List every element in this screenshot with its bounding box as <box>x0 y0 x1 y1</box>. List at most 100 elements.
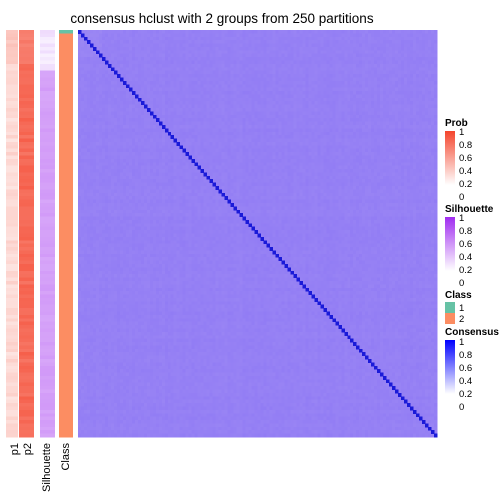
heatmap-cell <box>164 141 169 146</box>
heatmap-cell <box>218 97 222 102</box>
heatmap-cell <box>287 30 291 34</box>
heatmap-cell <box>362 80 366 85</box>
heatmap-cell <box>272 60 276 65</box>
heatmap-cell <box>287 74 291 78</box>
heatmap-cell <box>275 145 279 150</box>
heatmap-cell <box>425 87 429 92</box>
heatmap-cell <box>377 128 381 133</box>
heatmap-cell <box>413 94 417 99</box>
heatmap-cell <box>281 124 285 129</box>
heatmap-cell <box>335 91 339 95</box>
heatmap-cell <box>302 84 306 88</box>
heatmap-cell <box>413 87 417 92</box>
heatmap-cell <box>284 104 288 109</box>
heatmap-cell <box>353 91 357 95</box>
heatmap-cell <box>302 46 306 51</box>
heatmap-cell <box>356 97 360 102</box>
heatmap-cell <box>416 43 420 48</box>
heatmap-cell <box>155 152 160 156</box>
heatmap-cell <box>380 36 384 41</box>
silhouette-cell <box>40 420 55 424</box>
heatmap-cell <box>347 77 351 82</box>
silhouette-cell <box>40 392 55 397</box>
heatmap-cell <box>431 114 435 119</box>
heatmap-cell <box>344 104 348 109</box>
heatmap-cell <box>272 128 276 133</box>
heatmap-cell <box>401 84 405 88</box>
heatmap-cell <box>245 135 249 139</box>
heatmap-cell <box>398 148 402 153</box>
heatmap-cell <box>269 148 273 153</box>
heatmap-cell <box>149 155 154 160</box>
heatmap-cell <box>92 80 97 85</box>
silhouette-cell <box>40 311 55 316</box>
heatmap-cell <box>308 148 312 153</box>
heatmap-cell <box>215 40 219 44</box>
heatmap-cell <box>155 114 160 119</box>
heatmap-cell <box>164 33 169 38</box>
heatmap-cell <box>269 57 273 61</box>
heatmap-cell <box>365 148 369 153</box>
heatmap-cell <box>428 36 432 41</box>
heatmap-cell <box>434 138 438 143</box>
heatmap-cell <box>278 152 282 156</box>
heatmap-cell <box>356 50 360 55</box>
heatmap-cell <box>404 70 408 75</box>
heatmap-cell <box>335 63 339 68</box>
heatmap-cell <box>233 128 237 133</box>
heatmap-cell <box>332 70 336 75</box>
heatmap-cell <box>101 155 106 160</box>
silhouette-cell <box>40 386 55 390</box>
heatmap-cell <box>182 80 186 85</box>
heatmap-cell <box>152 40 157 44</box>
heatmap-cell <box>347 67 351 71</box>
heatmap-cell <box>191 97 195 102</box>
heatmap-cell <box>80 70 85 75</box>
heatmap-cell <box>398 111 402 116</box>
heatmap-cell <box>350 57 354 61</box>
heatmap-cell <box>377 87 381 92</box>
heatmap-cell <box>311 57 315 61</box>
silhouette-cell <box>40 382 55 387</box>
heatmap-cell <box>224 141 228 146</box>
heatmap-cell <box>290 124 294 129</box>
heatmap-cell <box>164 67 169 71</box>
heatmap-cell <box>392 70 396 75</box>
heatmap-cell <box>239 101 243 105</box>
p2-cell <box>19 67 34 71</box>
heatmap-cell <box>338 53 342 58</box>
heatmap-cell <box>389 131 393 136</box>
heatmap-cell <box>326 36 330 41</box>
heatmap-cell <box>215 80 219 85</box>
heatmap-cell <box>434 94 438 99</box>
heatmap-cell <box>338 70 342 75</box>
heatmap-cell <box>161 152 166 156</box>
heatmap-cell <box>380 60 384 65</box>
heatmap-cell <box>290 33 294 38</box>
heatmap-cell <box>215 152 219 156</box>
heatmap-cell <box>140 70 145 75</box>
heatmap-cell <box>146 145 151 150</box>
heatmap-cell <box>374 43 378 48</box>
heatmap-cell <box>80 50 85 55</box>
heatmap-cell <box>176 43 181 48</box>
p2-cell <box>19 365 34 370</box>
heatmap-cell <box>221 53 225 58</box>
heatmap-cell <box>119 33 124 38</box>
heatmap-cell <box>239 108 243 112</box>
heatmap-cell <box>107 46 112 51</box>
heatmap-cell <box>398 40 402 44</box>
heatmap-cell <box>377 152 381 156</box>
heatmap-cell <box>212 57 216 61</box>
heatmap-cell <box>269 118 273 122</box>
heatmap-cell <box>284 128 288 133</box>
heatmap-cell <box>173 128 178 133</box>
heatmap-cell <box>167 77 172 82</box>
heatmap-cell <box>221 135 225 139</box>
heatmap-cell <box>152 33 157 38</box>
class-cell <box>59 152 73 156</box>
heatmap-cell <box>374 111 378 116</box>
heatmap-cell <box>242 30 246 34</box>
heatmap-cell <box>89 63 94 68</box>
p2-cell <box>19 179 34 183</box>
